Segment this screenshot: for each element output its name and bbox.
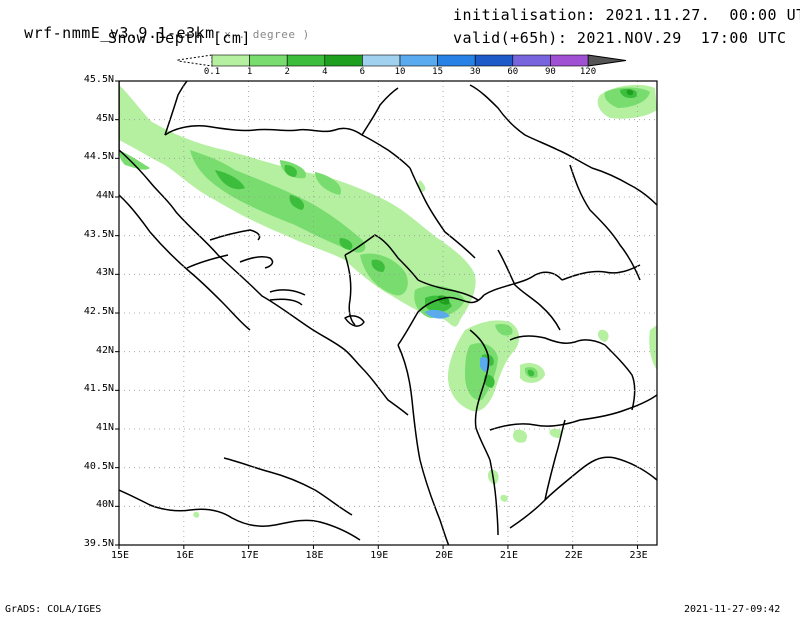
lat-label: 42N bbox=[95, 344, 114, 356]
init-label: initialisation: bbox=[453, 6, 596, 24]
colorbar-level-label: 2 bbox=[284, 67, 290, 77]
lat-label: 45N bbox=[95, 112, 114, 124]
colorbar-swatch bbox=[249, 54, 288, 67]
lat-label: 43.5N bbox=[83, 228, 114, 240]
lon-label: 19E bbox=[370, 550, 389, 561]
init-time: initialisation: 2021.11.27. 00:00 UTC bbox=[453, 6, 800, 24]
colorbar-swatch bbox=[437, 54, 476, 67]
lon-label: 21E bbox=[499, 550, 518, 561]
lon-label: 20E bbox=[435, 550, 454, 561]
colorbar-swatch bbox=[550, 54, 589, 67]
axis-ticks bbox=[115, 80, 639, 549]
colorbar-swatch bbox=[474, 54, 514, 67]
plot-area bbox=[119, 81, 657, 545]
borders bbox=[119, 81, 657, 545]
lat-label: 40N bbox=[95, 499, 114, 511]
lon-label: 22E bbox=[564, 550, 583, 561]
lat-label: 41N bbox=[95, 422, 114, 433]
colorbar-level-label: 30 bbox=[469, 67, 481, 77]
colorbar-level-label: 120 bbox=[579, 67, 597, 77]
lat-label: 42.5N bbox=[83, 306, 114, 317]
valid-value: 2021.NOV.29 17:00 UTC bbox=[576, 29, 787, 47]
lon-label: 15E bbox=[111, 550, 130, 561]
lon-label: 23E bbox=[629, 550, 648, 561]
model-title: wrf-nmmE_v3.9.1-e3km x . degree ) bbox=[5, 6, 310, 42]
lat-label: 44.5N bbox=[83, 151, 114, 163]
colorbar-swatch bbox=[512, 54, 551, 67]
lon-label: 18E bbox=[305, 550, 324, 561]
colorbar-level-label: 10 bbox=[394, 67, 406, 77]
valid-time: valid(+65h): 2021.NOV.29 17:00 UTC bbox=[453, 29, 787, 47]
colorbar bbox=[177, 54, 627, 67]
colorbar-high-triangle bbox=[587, 54, 627, 67]
variable-title: Snow Depth [cm] bbox=[108, 29, 251, 47]
colorbar-low-triangle bbox=[177, 54, 213, 67]
lat-label: 45.5N bbox=[83, 74, 114, 85]
lat-label: 43N bbox=[95, 267, 114, 279]
colorbar-level-label: 6 bbox=[359, 67, 366, 77]
colorbar-swatch bbox=[399, 54, 438, 67]
lat-label: 41.5N bbox=[83, 383, 114, 395]
colorbar-swatch bbox=[211, 54, 250, 67]
footer-credit: GrADS: COLA/IGES bbox=[5, 604, 102, 615]
colorbar-level-label: 15 bbox=[432, 67, 444, 77]
colorbar-level-label: 0.1 bbox=[203, 67, 221, 77]
colorbar-swatch bbox=[362, 54, 401, 67]
lon-label: 16E bbox=[175, 550, 194, 561]
colorbar-swatch bbox=[324, 54, 363, 67]
lat-label: 40.5N bbox=[83, 460, 114, 472]
colorbar-level-label: 4 bbox=[322, 67, 328, 77]
init-value: 2021.11.27. 00:00 UTC bbox=[605, 6, 800, 24]
footer-timestamp: 2021-11-27-09:42 bbox=[684, 604, 781, 615]
lon-label: 17E bbox=[240, 550, 259, 561]
lat-label: 39.5N bbox=[83, 538, 114, 549]
colorbar-level-label: 1 bbox=[246, 67, 253, 77]
model-name: wrf-nmmE_v3.9.1-e3km bbox=[24, 24, 215, 42]
colorbar-level-label: 90 bbox=[544, 67, 556, 77]
projection-note: x . degree ) bbox=[224, 28, 310, 41]
colorbar-level-label: 60 bbox=[507, 67, 519, 77]
colorbar-swatch bbox=[286, 54, 326, 67]
lat-label: 44N bbox=[95, 190, 114, 201]
valid-label: valid(+65h): bbox=[453, 29, 568, 47]
